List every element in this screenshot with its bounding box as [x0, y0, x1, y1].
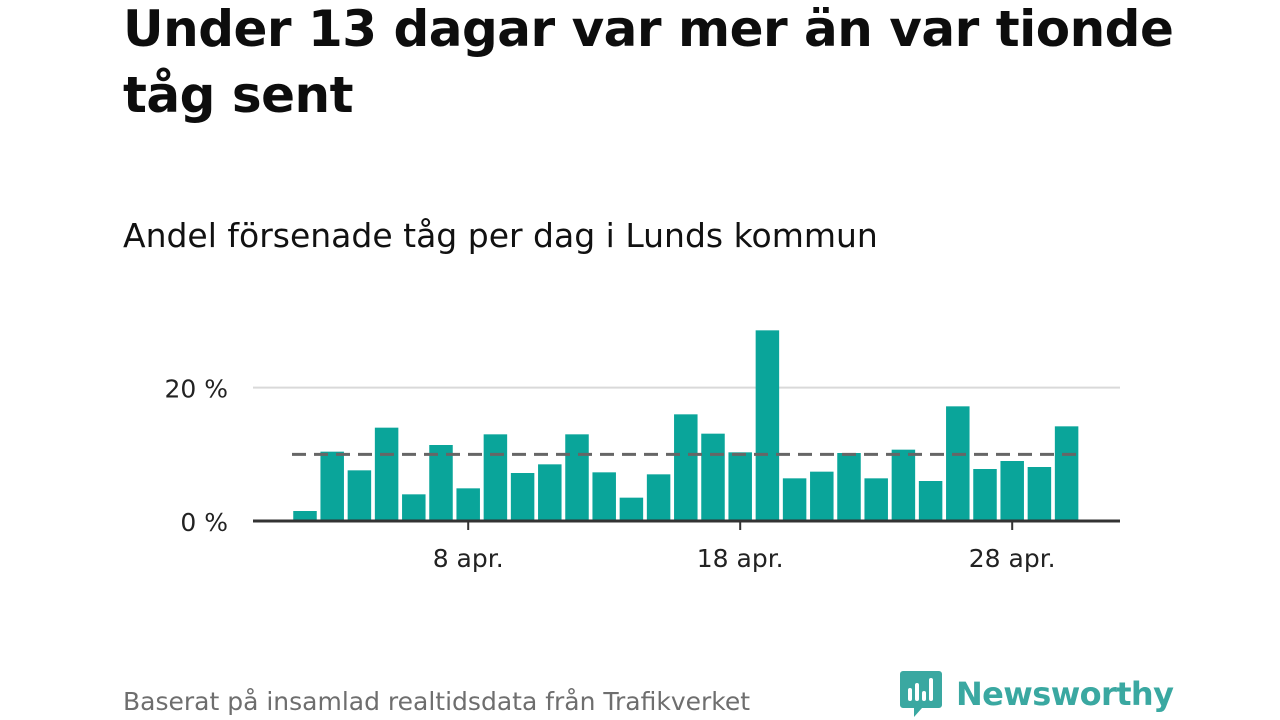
source-note: Baserat på insamlad realtidsdata från Tr… [123, 687, 751, 716]
x-tick-label: 8 apr. [433, 544, 504, 573]
y-tick-label: 20 % [164, 375, 228, 404]
bar [293, 511, 317, 521]
bar [456, 488, 480, 521]
chart-subtitle: Andel försenade tåg per dag i Lunds komm… [123, 216, 878, 255]
bar [402, 494, 426, 521]
bar [510, 473, 535, 521]
bar [374, 427, 399, 521]
bar [728, 452, 752, 521]
bar [1000, 461, 1024, 521]
bar [347, 470, 372, 521]
bar [538, 464, 562, 521]
bar [782, 478, 807, 521]
bar [320, 451, 344, 521]
bar [646, 474, 671, 521]
bar [674, 414, 698, 521]
newsworthy-bar-chart-icon [900, 671, 942, 717]
bar [810, 471, 834, 521]
x-tick-label: 18 apr. [697, 544, 784, 573]
bar [619, 497, 644, 521]
bar [1054, 426, 1079, 521]
bar [918, 481, 943, 521]
bar [565, 434, 589, 521]
brand-name: Newsworthy [956, 675, 1174, 713]
brand-logo[interactable]: Newsworthy [900, 668, 1174, 720]
bar [864, 478, 888, 521]
x-tick-label: 28 apr. [969, 544, 1056, 573]
y-tick-label: 0 % [180, 508, 228, 537]
bar [755, 330, 780, 521]
bar [973, 469, 997, 521]
chart-title: Under 13 dagar var mer än var tionde tåg… [123, 0, 1174, 124]
bar [837, 453, 861, 521]
bar [701, 433, 725, 521]
bar [483, 434, 508, 521]
bar [946, 406, 970, 521]
bar [1027, 467, 1052, 521]
bar [891, 449, 916, 521]
bar [429, 445, 453, 521]
bar [592, 472, 616, 521]
